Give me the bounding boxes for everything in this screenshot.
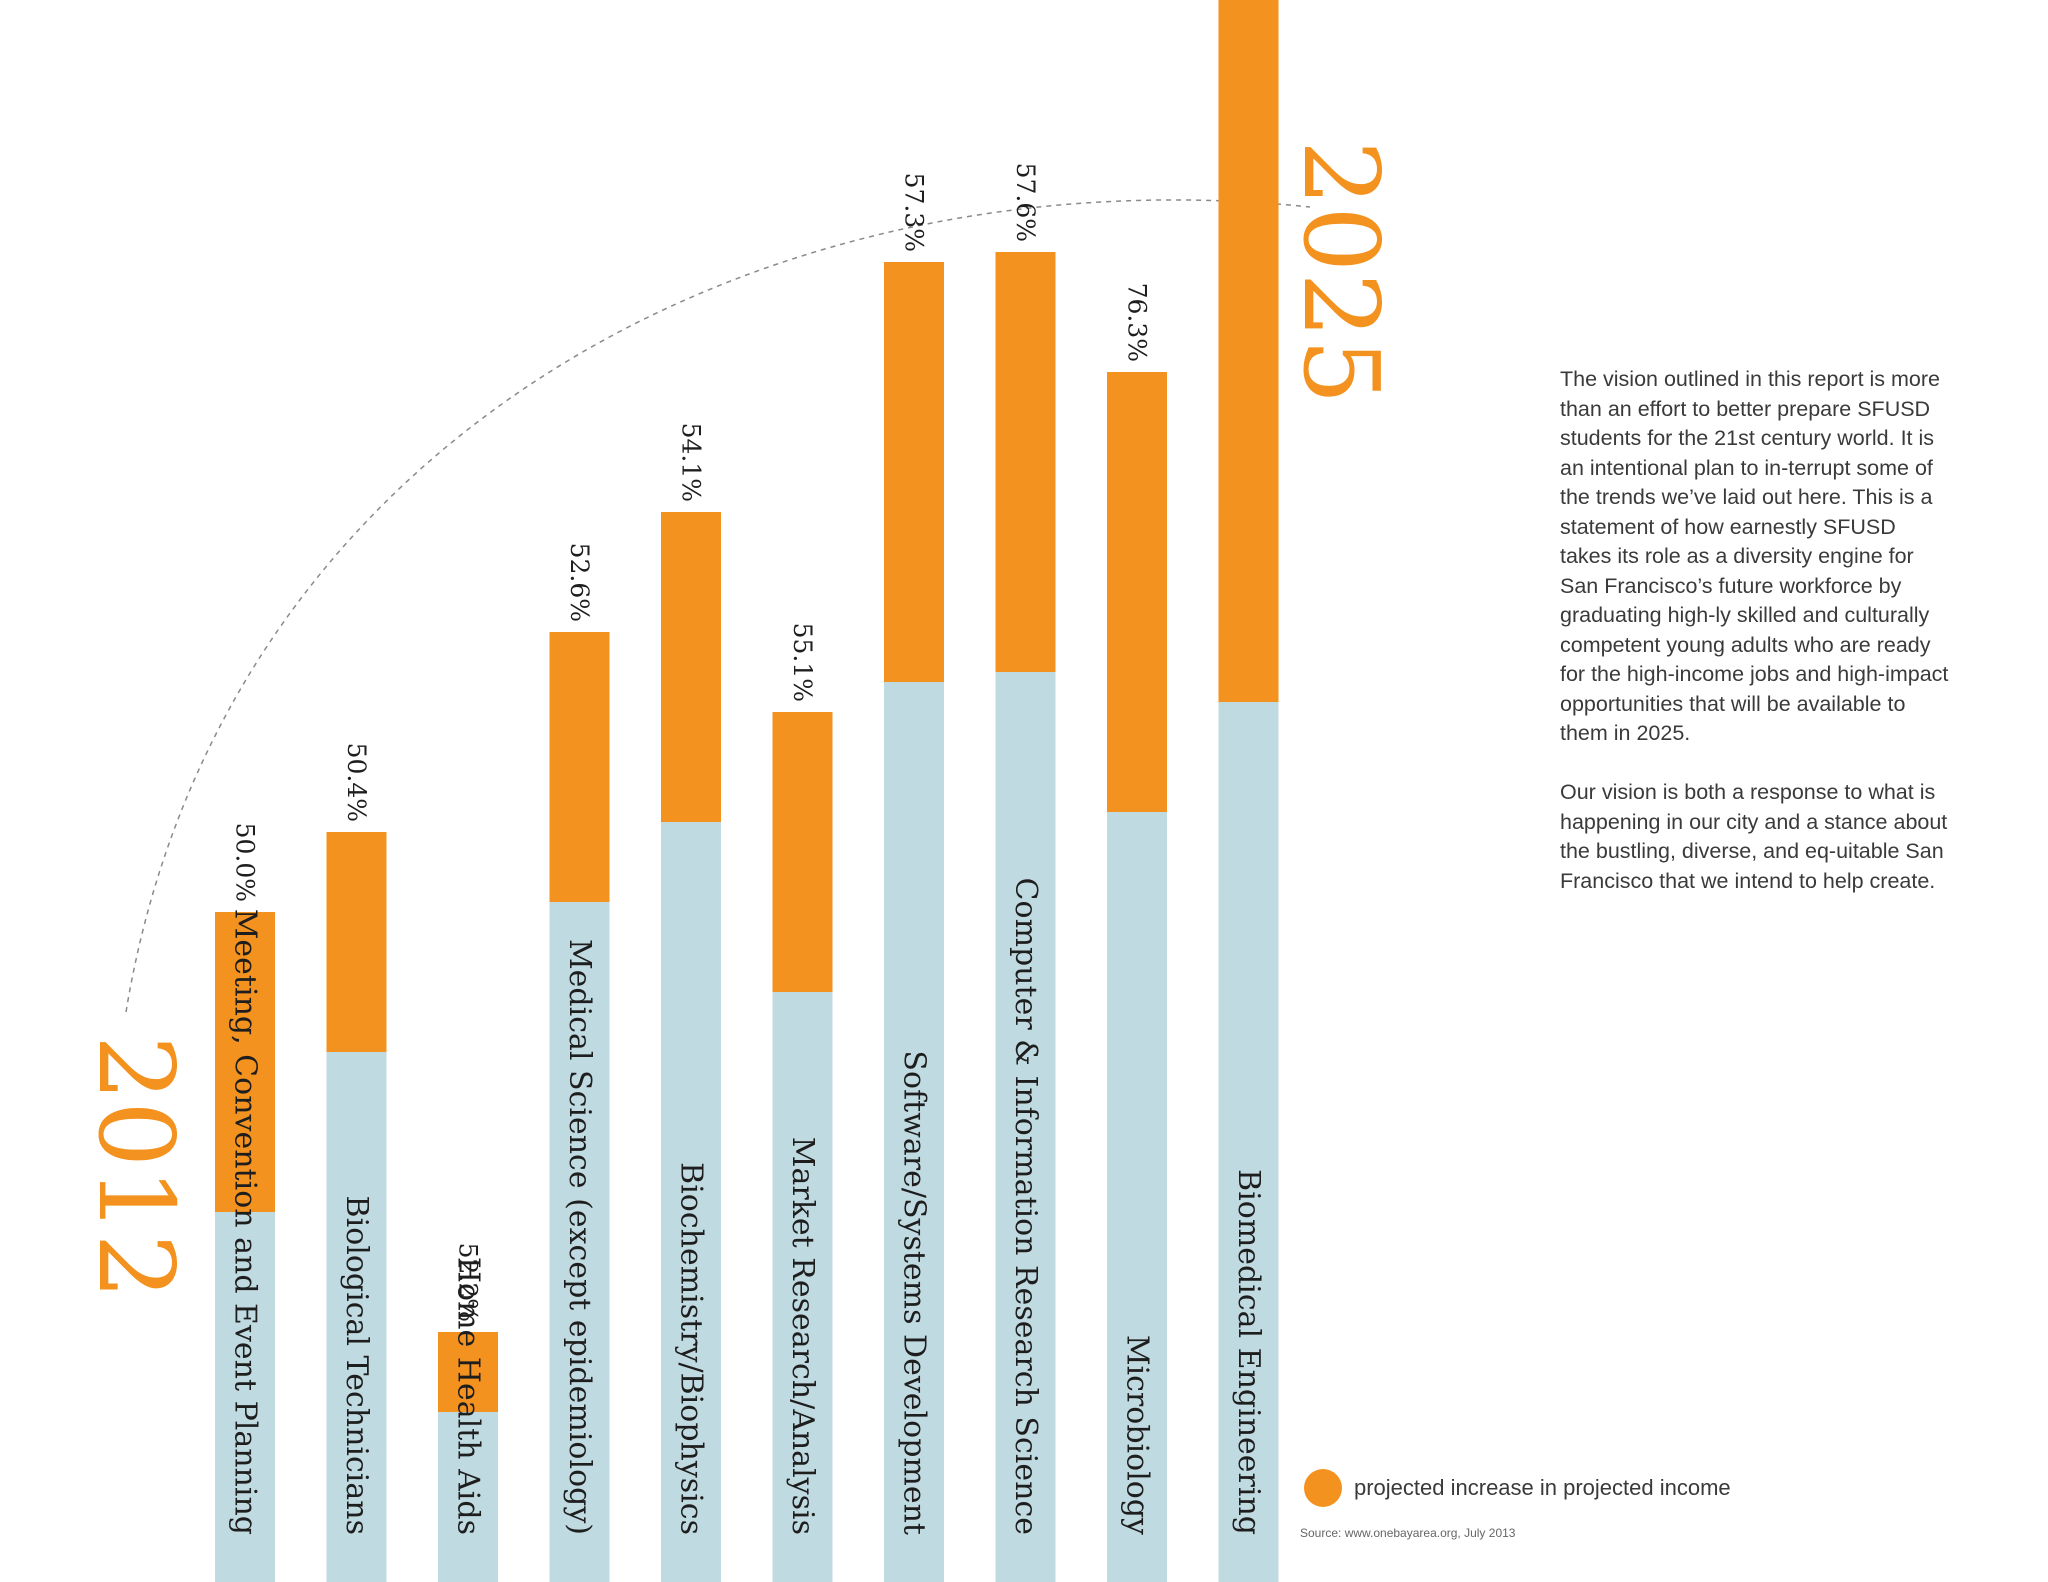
bar-category-label: Meeting, Convention and Event Planning <box>228 909 263 1535</box>
bar-base <box>661 822 721 1582</box>
bar-percent-label: 50.0% <box>231 823 260 902</box>
bar-base <box>326 1052 387 1582</box>
body-paragraph-1: The vision outlined in this report is mo… <box>1560 367 1949 745</box>
bar-percent-label: 52.6% <box>565 543 594 622</box>
bar-base <box>1218 702 1279 1582</box>
bar-category-label: Home Health Aids <box>451 1257 486 1535</box>
bar-increase <box>995 252 1056 672</box>
body-text: The vision outlined in this report is mo… <box>1560 365 1950 926</box>
bar-base <box>215 1212 275 1582</box>
bar-percent-label: 52.2% <box>454 1243 483 1322</box>
bar-base <box>438 1412 498 1582</box>
bar-percent-label: 55.1% <box>788 623 817 702</box>
bar-increase <box>1107 372 1167 812</box>
arc-connector <box>125 199 1311 1013</box>
bar-category-label: Market Research/Analysis <box>785 1137 820 1535</box>
bar-base <box>1107 812 1167 1582</box>
bar-percent-label: 76.3% <box>1123 283 1152 362</box>
body-paragraph-2: Our vision is both a response to what is… <box>1560 780 1948 893</box>
bar-base <box>549 902 610 1582</box>
bar-category-label: Medical Science (except epidemiology) <box>562 939 597 1535</box>
bar-base <box>884 682 944 1582</box>
year-2025-label: 2025 <box>1280 140 1402 405</box>
bar-percent-label: 57.3% <box>900 173 929 252</box>
bar-category-label: Biomedical Engineering <box>1231 1169 1266 1535</box>
bar-percent-label: 50.4% <box>342 743 371 822</box>
bar-category-label: Computer & Information Research Science <box>1008 878 1043 1535</box>
bar-base <box>772 992 833 1582</box>
bar-increase <box>438 1332 498 1412</box>
bar-increase <box>884 262 944 682</box>
bar-base <box>995 672 1056 1582</box>
legend-label: projected increase in projected income <box>1354 1475 1731 1500</box>
bar-category-label: Biological Technicians <box>339 1196 374 1535</box>
source-note: Source: www.onebayarea.org, July 2013 <box>1300 1526 1516 1540</box>
bar-increase <box>661 512 721 822</box>
bar-category-label: Biochemistry/Biophysics <box>674 1162 709 1535</box>
orange-dot-icon <box>1304 1469 1342 1507</box>
bar-increase <box>326 832 387 1052</box>
bar-percent-label: 54.1% <box>677 423 706 502</box>
bar-category-label: Software/Systems Development <box>897 1050 932 1535</box>
bar-increase <box>1218 0 1279 702</box>
legend: projected increase in projected income <box>1304 1469 1731 1507</box>
bar-increase <box>215 912 275 1212</box>
bar-category-label: Microbiology <box>1120 1335 1155 1535</box>
bar-percent-label: 57.6% <box>1011 163 1040 242</box>
bar-increase <box>772 712 833 992</box>
year-2012-label: 2012 <box>75 1035 197 1300</box>
bar-increase <box>549 632 610 902</box>
